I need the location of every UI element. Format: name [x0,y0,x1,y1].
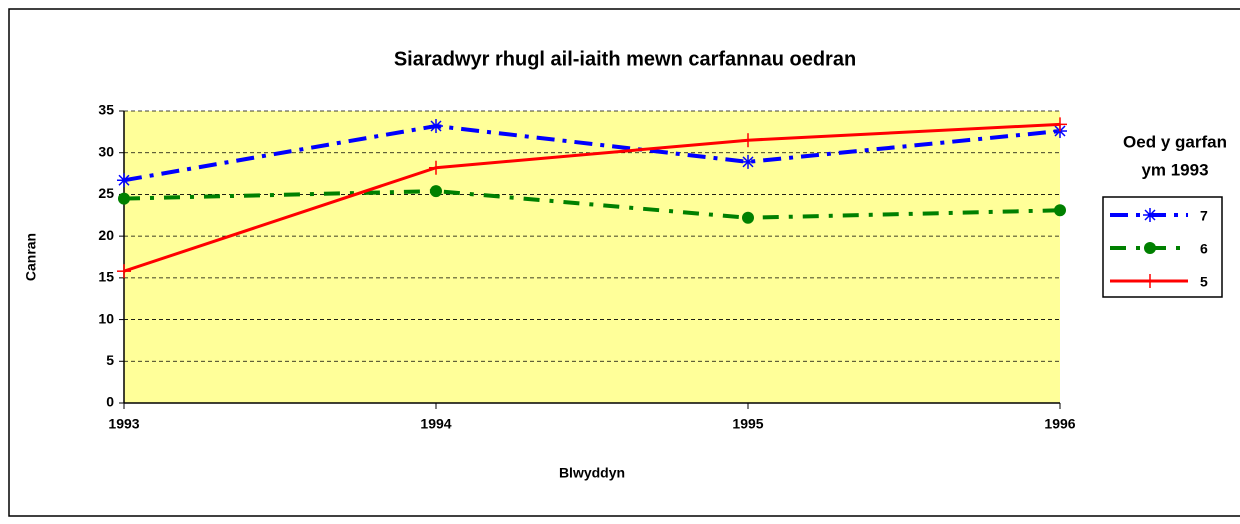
y-tick-label: 20 [98,227,114,243]
marker [117,173,131,188]
marker [741,154,755,169]
y-tick-label: 10 [98,310,114,326]
marker [118,192,130,205]
legend-title: Oed y garfan [1123,132,1227,151]
chart-title: Siaradwyr rhugl ail-iaith mewn carfannau… [394,48,856,70]
marker [117,264,131,279]
legend-marker [1143,274,1157,288]
marker-circle [430,185,442,198]
legend-title: ym 1993 [1141,160,1208,179]
y-tick-label: 30 [98,143,114,159]
legend-marker [1144,242,1156,254]
marker-line [1144,209,1156,221]
x-tick-label: 1994 [420,416,451,432]
plot-area [124,111,1060,403]
x-axis-label: Blwyddyn [559,465,625,481]
marker-line [430,120,442,132]
x-tick-label: 1996 [1044,416,1075,432]
marker-line [118,174,130,186]
y-tick-label: 15 [98,269,114,285]
legend-label: 7 [1200,208,1208,224]
x-tick-label: 1995 [732,416,763,432]
marker-circle [1054,204,1066,217]
marker [741,133,755,148]
marker-circle [742,211,754,224]
y-tick-label: 25 [98,185,114,201]
marker [430,185,442,198]
y-tick-label: 35 [98,102,114,118]
marker-circle [118,192,130,205]
series-line [123,123,1061,183]
marker-line [742,156,754,168]
legend-label: 6 [1200,241,1208,257]
marker [742,211,754,224]
legend-marker [1143,208,1157,222]
marker [1054,204,1066,217]
legend: Oed y garfan ym 1993 7 6 5 [1102,132,1227,298]
y-tick-label: 0 [106,394,114,410]
marker [429,160,443,175]
marker-circle [1144,242,1156,254]
x-tick-label: 1993 [108,416,139,432]
series-line [123,122,1061,273]
marker [1053,117,1067,132]
y-tick-label: 5 [106,352,114,368]
marker [429,119,443,134]
series-line [123,189,1061,220]
legend-label: 5 [1200,274,1208,290]
y-axis-label: Canran [23,233,39,281]
